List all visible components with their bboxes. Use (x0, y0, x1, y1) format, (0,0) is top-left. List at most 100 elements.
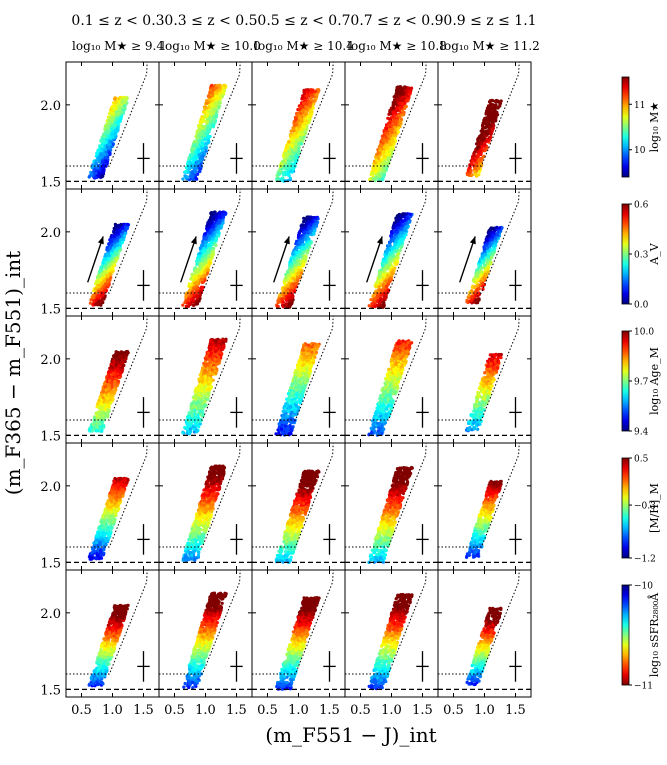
data-point (214, 103, 217, 106)
data-point (280, 177, 283, 180)
data-point (99, 300, 102, 303)
data-point (393, 126, 396, 129)
data-point (476, 140, 479, 143)
data-point (375, 176, 378, 179)
data-point (201, 259, 204, 262)
data-point (211, 94, 214, 97)
data-point (392, 106, 395, 109)
data-point (97, 290, 100, 293)
data-point (195, 276, 198, 279)
data-point (386, 147, 389, 150)
data-point (112, 143, 115, 146)
data-point (193, 158, 196, 161)
data-point (201, 147, 204, 150)
data-point (201, 141, 204, 144)
data-point (201, 127, 204, 130)
data-point (206, 120, 209, 123)
data-point (491, 123, 494, 126)
data-point (184, 170, 187, 173)
data-point (311, 93, 314, 96)
data-point (122, 100, 125, 103)
data-point (284, 159, 287, 162)
data-point (100, 154, 103, 157)
data-point (114, 129, 117, 132)
data-point (194, 177, 197, 180)
data-point (108, 263, 111, 266)
data-point (100, 145, 103, 148)
data-point (89, 302, 92, 305)
data-point (181, 177, 184, 180)
data-point (110, 249, 113, 252)
data-point (488, 136, 491, 139)
data-point (488, 125, 491, 128)
data-point (105, 274, 108, 277)
column-header-mass: log₁₀ M★ ≥ 10.4 (254, 39, 354, 53)
data-point (283, 282, 286, 285)
data-point (98, 160, 101, 163)
data-point (106, 146, 109, 149)
data-point (285, 302, 288, 305)
data-point (297, 120, 300, 123)
column-header-z: 0.1 ≤ z < 0.3 (71, 13, 164, 29)
data-point (480, 130, 483, 133)
data-point (221, 86, 224, 89)
data-point (196, 173, 199, 176)
data-point (479, 150, 482, 153)
data-point (194, 167, 197, 170)
data-point (111, 120, 114, 123)
data-point (214, 231, 217, 234)
data-point (283, 166, 286, 169)
data-point (302, 220, 305, 223)
scatter-points (88, 96, 129, 180)
data-point (305, 94, 308, 97)
data-point (213, 117, 216, 120)
data-point (311, 88, 314, 91)
scatter-points (275, 215, 320, 308)
data-point (97, 276, 100, 279)
data-point (213, 121, 216, 124)
data-point (196, 142, 199, 145)
data-point (101, 169, 104, 172)
data-point (187, 298, 190, 301)
column-header-z: 0.7 ≤ z < 0.9 (350, 13, 443, 29)
data-point (478, 170, 481, 173)
y-tick-label: 2.0 (40, 226, 61, 241)
data-point (110, 238, 113, 241)
data-point (206, 129, 209, 132)
data-point (104, 265, 107, 268)
data-point (474, 173, 477, 176)
data-point (392, 117, 395, 120)
column-headers: 0.1 ≤ z < 0.3 log₁₀ M★ ≥ 9.4 0.3 ≤ z < 0… (71, 13, 539, 53)
data-point (204, 106, 207, 109)
data-point (389, 112, 392, 115)
data-point (188, 166, 191, 169)
data-point (193, 295, 196, 298)
data-point (192, 144, 195, 147)
data-point (204, 232, 207, 235)
data-point (309, 109, 312, 112)
data-point (382, 169, 385, 172)
data-point (284, 149, 287, 152)
scatter-points (275, 88, 320, 183)
data-point (471, 173, 474, 176)
data-point (100, 288, 103, 291)
data-point (279, 165, 282, 168)
data-point (208, 231, 211, 234)
data-point (390, 143, 393, 146)
data-point (300, 142, 303, 145)
data-point (385, 127, 388, 130)
data-point (115, 259, 118, 262)
data-point (304, 110, 307, 113)
column-header-mass: log₁₀ M★ ≥ 11.2 (440, 39, 540, 53)
data-point (308, 119, 311, 122)
data-point (191, 172, 194, 175)
data-point (114, 97, 117, 100)
data-point (204, 146, 207, 149)
data-point (212, 217, 215, 220)
data-point (204, 279, 207, 282)
data-point (292, 167, 295, 170)
data-point (101, 261, 104, 264)
data-point (92, 296, 95, 299)
data-point (181, 304, 184, 307)
data-point (467, 168, 470, 171)
